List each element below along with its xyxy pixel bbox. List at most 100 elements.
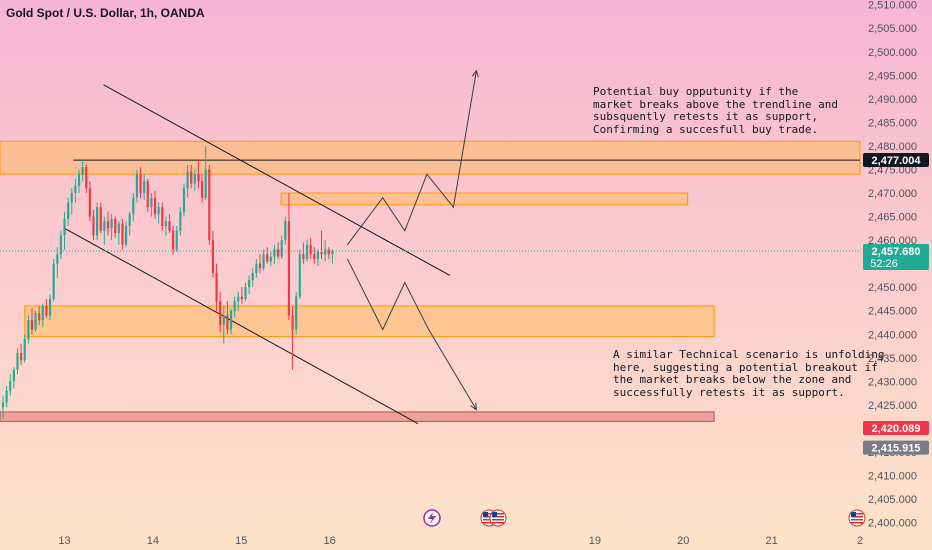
candle[interactable]	[204, 169, 207, 198]
candle[interactable]	[106, 221, 110, 229]
candle[interactable]	[88, 188, 91, 217]
candle[interactable]	[168, 221, 171, 231]
candle[interactable]	[211, 240, 215, 274]
us-flag-event-icon-2[interactable]	[489, 509, 507, 527]
candle[interactable]	[222, 315, 225, 325]
resistance-zone[interactable]	[0, 140, 861, 175]
candle[interactable]	[92, 216, 95, 236]
candle[interactable]	[200, 181, 204, 198]
candle[interactable]	[262, 254, 265, 269]
candle[interactable]	[175, 230, 178, 250]
candle[interactable]	[139, 174, 142, 194]
candle[interactable]	[52, 263, 55, 299]
candle[interactable]	[114, 218, 117, 234]
candle[interactable]	[305, 244, 309, 259]
candle[interactable]	[258, 263, 262, 269]
price-badge[interactable]	[863, 421, 929, 436]
candle[interactable]	[41, 306, 44, 321]
price-badge[interactable]	[863, 153, 929, 168]
upper-trendline[interactable]	[103, 84, 451, 276]
candle[interactable]	[240, 296, 243, 299]
us-flag-event-icon-3[interactable]	[848, 509, 866, 527]
candle[interactable]	[56, 254, 59, 264]
candle[interactable]	[63, 218, 66, 236]
candle[interactable]	[81, 167, 84, 175]
candle[interactable]	[132, 197, 135, 215]
candle[interactable]	[324, 249, 327, 255]
sell-scenario-note[interactable]: A similar Technical scenario is unfoldin…	[613, 348, 885, 399]
candle[interactable]	[77, 174, 81, 186]
candle[interactable]	[302, 254, 305, 259]
candle[interactable]	[96, 207, 99, 236]
candle[interactable]	[48, 298, 52, 316]
buy-scenario-note[interactable]: Potential buy opputunity if the market b…	[593, 85, 839, 136]
candle[interactable]	[164, 221, 167, 226]
candle[interactable]	[244, 287, 247, 299]
candle[interactable]	[30, 320, 34, 330]
candle[interactable]	[146, 181, 149, 208]
candle[interactable]	[276, 249, 280, 257]
candle[interactable]	[284, 221, 287, 241]
candle[interactable]	[20, 353, 23, 361]
candle[interactable]	[190, 171, 193, 184]
candle[interactable]	[280, 240, 283, 257]
candle[interactable]	[316, 251, 319, 259]
candle[interactable]	[110, 218, 113, 229]
candle[interactable]	[226, 315, 229, 330]
candle[interactable]	[150, 197, 153, 208]
candle[interactable]	[229, 310, 233, 330]
candle[interactable]	[59, 235, 62, 255]
candle[interactable]	[12, 369, 15, 382]
candle[interactable]	[157, 207, 160, 215]
candle[interactable]	[121, 223, 124, 245]
candle[interactable]	[34, 313, 37, 330]
candle[interactable]	[5, 390, 8, 403]
bottom-support-zone[interactable]	[0, 411, 715, 422]
candle[interactable]	[135, 174, 139, 198]
lightning-icon[interactable]	[423, 509, 441, 527]
candle[interactable]	[9, 381, 12, 391]
candle[interactable]	[287, 221, 291, 316]
candle[interactable]	[295, 296, 298, 330]
candle[interactable]	[248, 280, 251, 288]
candle[interactable]	[237, 296, 240, 302]
candle[interactable]	[128, 214, 131, 226]
candle[interactable]	[251, 273, 254, 281]
candle[interactable]	[143, 181, 146, 194]
candle[interactable]	[298, 254, 301, 297]
price-badge[interactable]	[863, 440, 929, 455]
support-zone[interactable]	[24, 305, 715, 338]
candle[interactable]	[124, 225, 128, 245]
candle[interactable]	[27, 320, 30, 339]
price-badge[interactable]	[863, 244, 929, 271]
candle[interactable]	[74, 185, 77, 194]
candle[interactable]	[45, 306, 48, 316]
candle[interactable]	[327, 249, 330, 255]
candle[interactable]	[23, 338, 26, 361]
candle[interactable]	[266, 254, 269, 262]
candle[interactable]	[67, 202, 70, 219]
candle[interactable]	[161, 207, 164, 226]
candle[interactable]	[172, 230, 175, 250]
candle[interactable]	[99, 207, 102, 231]
candle[interactable]	[186, 171, 189, 189]
candle[interactable]	[1, 402, 5, 408]
candle[interactable]	[255, 263, 258, 274]
retest-zone[interactable]	[280, 192, 689, 206]
candle[interactable]	[197, 174, 200, 182]
candle[interactable]	[182, 188, 186, 212]
candle[interactable]	[208, 169, 211, 241]
candle[interactable]	[233, 301, 236, 311]
candle[interactable]	[16, 353, 19, 370]
candle[interactable]	[331, 251, 334, 255]
candle[interactable]	[309, 244, 312, 255]
bearish-projection[interactable]	[346, 258, 477, 410]
candle[interactable]	[85, 167, 88, 189]
candle[interactable]	[320, 251, 323, 255]
candle[interactable]	[273, 249, 276, 257]
candle[interactable]	[193, 174, 196, 184]
candle[interactable]	[103, 221, 106, 231]
lower-trendline[interactable]	[64, 227, 419, 425]
candle[interactable]	[269, 256, 272, 262]
